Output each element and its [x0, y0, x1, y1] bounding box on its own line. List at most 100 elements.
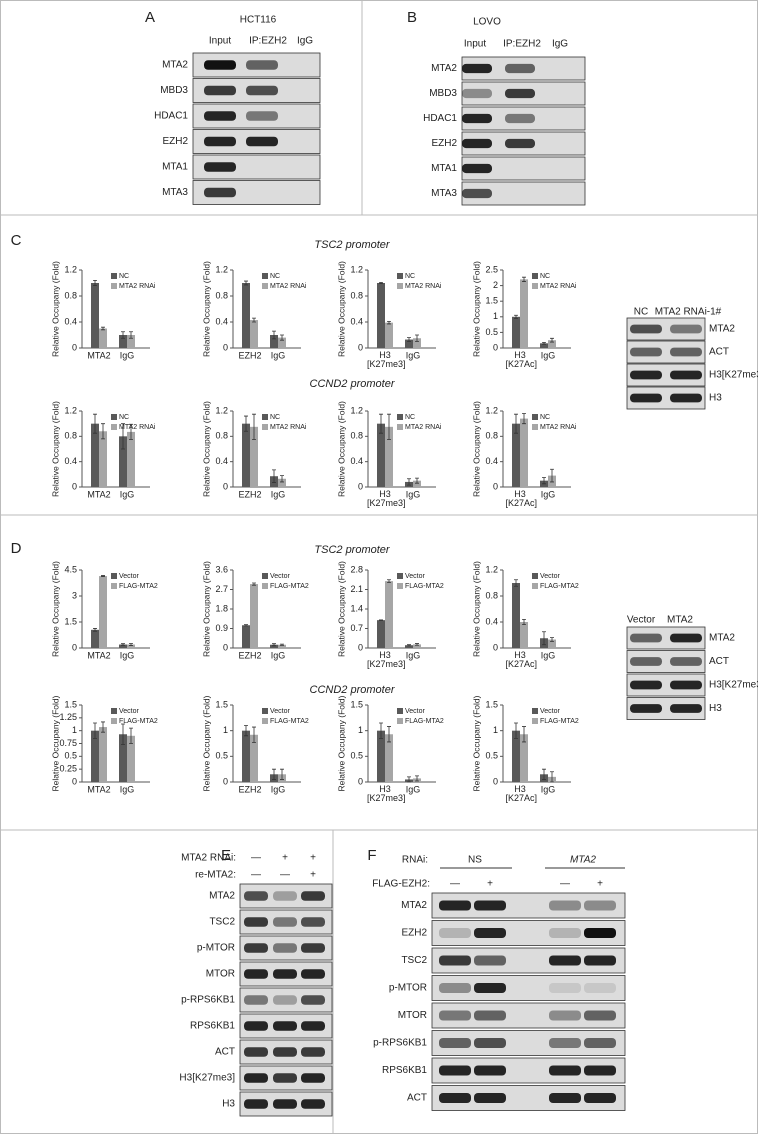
row-title: TSC2 promoter — [314, 544, 391, 556]
error-bar — [387, 726, 391, 743]
band — [549, 1038, 581, 1048]
y-tick-label: 0.7 — [350, 623, 363, 633]
bar — [413, 338, 421, 348]
cell-line: HCT116 — [240, 15, 277, 26]
bar — [99, 727, 107, 782]
band — [474, 928, 506, 938]
y-tick-label: 1.2 — [350, 405, 363, 415]
error-bar — [542, 768, 546, 780]
panel-letter: D — [11, 540, 22, 557]
legend-label: Vector — [119, 708, 140, 715]
legend-swatch — [532, 573, 538, 579]
band — [273, 1021, 297, 1031]
error-bar — [415, 643, 419, 646]
error-bar — [272, 643, 276, 647]
band — [204, 162, 236, 172]
row-label: ACT — [215, 1047, 235, 1058]
error-bar — [407, 776, 411, 783]
y-tick-label: 0 — [72, 342, 77, 352]
band — [584, 900, 616, 911]
bar — [512, 730, 520, 782]
x-tick-label: H3 [K27me3] — [364, 350, 405, 369]
bar — [520, 734, 528, 782]
x-tick-label: MTA2 — [87, 350, 110, 360]
band — [244, 969, 268, 979]
y-tick-label: 0 — [358, 776, 363, 786]
band — [549, 955, 581, 966]
error-bar — [415, 334, 419, 342]
legend-swatch — [397, 424, 403, 430]
bar — [413, 644, 421, 648]
row-label: H3 — [222, 1099, 235, 1110]
error-bar — [407, 337, 411, 342]
bar — [242, 730, 250, 782]
x-tick-label: H3 [K27me3] — [364, 784, 405, 803]
y-tick-label: 0 — [493, 481, 498, 491]
blot-strip — [431, 975, 626, 1001]
x-tick-label: IgG — [541, 650, 556, 660]
y-tick-label: 1 — [493, 725, 498, 735]
legend-label: FLAG-MTA2 — [119, 718, 158, 725]
error-bar — [93, 722, 97, 739]
y-tick-label: 0.5 — [350, 751, 363, 761]
band — [244, 1047, 268, 1057]
row-label: MTA1 — [162, 162, 188, 173]
error-bar — [101, 423, 105, 440]
x-tick-label: H3 [K27Ac] — [503, 784, 537, 803]
error-bar — [542, 341, 546, 345]
band — [244, 1099, 268, 1109]
row-label: MTA2 — [709, 633, 735, 644]
error-bar — [550, 337, 554, 343]
bar — [377, 423, 385, 487]
band — [301, 943, 325, 953]
row-label: MTOR — [206, 969, 235, 980]
row-label: MTA2 — [431, 63, 457, 74]
row-label: HDAC1 — [154, 111, 188, 122]
bar — [270, 644, 278, 648]
band — [301, 1099, 325, 1109]
legend-swatch — [111, 583, 117, 589]
error-bar — [514, 722, 518, 739]
error-bar — [101, 326, 105, 331]
error-bar — [514, 579, 518, 587]
y-tick-label: 1 — [358, 725, 363, 735]
y-tick-label: 0.8 — [64, 290, 77, 300]
bar — [512, 583, 520, 648]
x-tick-label: IgG — [271, 784, 286, 794]
legend-label: MTA2 RNAi — [270, 424, 307, 431]
y-tick-label: 1.2 — [485, 405, 498, 415]
band — [301, 995, 325, 1005]
y-axis-label: Relative Occupany (Fold) — [471, 261, 481, 357]
band — [246, 85, 278, 96]
legend-label: MTA2 RNAi — [540, 283, 577, 290]
band — [462, 138, 492, 149]
bar — [278, 337, 286, 348]
y-tick-label: 1.2 — [64, 405, 77, 415]
group-label: NS — [468, 855, 482, 866]
x-tick-label: IgG — [541, 350, 556, 360]
x-tick-label: MTA2 — [87, 489, 110, 499]
row-label: TSC2 — [209, 917, 235, 928]
condition-label: re-MTA2: — [195, 870, 236, 881]
y-tick-label: 0 — [493, 642, 498, 652]
row-label: p-RPS6KB1 — [181, 995, 235, 1006]
y-tick-label: 0.75 — [59, 738, 77, 748]
x-tick-label: IgG — [406, 784, 421, 794]
error-bar — [407, 478, 411, 486]
bar — [250, 426, 258, 487]
row-label: ACT — [709, 347, 729, 358]
legend-label: Vector — [405, 708, 426, 715]
band — [630, 657, 662, 666]
x-tick-label: IgG — [406, 350, 421, 360]
bar — [405, 339, 413, 348]
legend-label: Vector — [119, 573, 140, 580]
error-bar — [272, 768, 276, 780]
bar — [91, 629, 99, 648]
y-tick-label: 0 — [223, 642, 228, 652]
legend-label: NC — [405, 414, 415, 421]
row-label: MTA1 — [431, 163, 457, 174]
bar — [377, 730, 385, 782]
row-label: H3[K27me3] — [709, 680, 758, 691]
bar — [512, 423, 520, 487]
band — [462, 63, 492, 74]
